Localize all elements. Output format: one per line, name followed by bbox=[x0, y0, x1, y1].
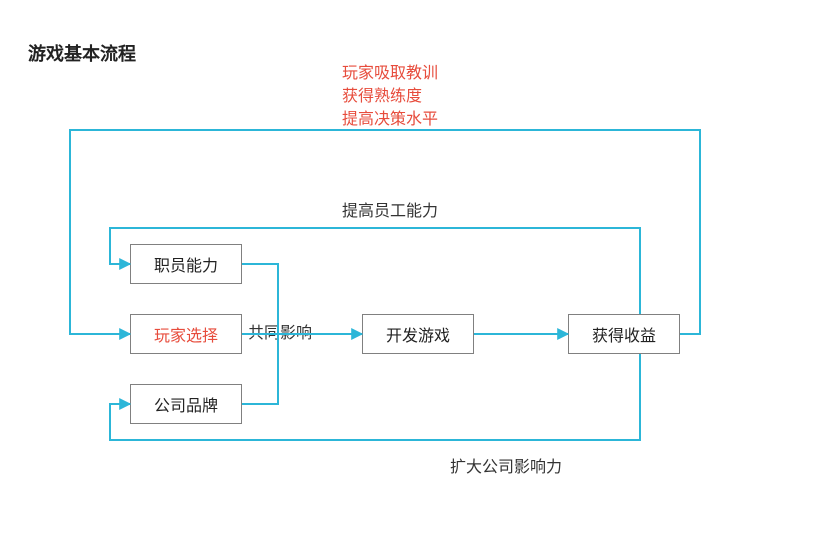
diagram-title: 游戏基本流程 bbox=[28, 40, 136, 66]
label-expand-brand: 扩大公司影响力 bbox=[450, 456, 562, 479]
node-company-brand-label: 公司品牌 bbox=[154, 392, 218, 416]
node-staff-ability: 职员能力 bbox=[130, 244, 242, 284]
node-player-choice: 玩家选择 bbox=[130, 314, 242, 354]
node-company-brand: 公司品牌 bbox=[130, 384, 242, 424]
node-revenue-label: 获得收益 bbox=[592, 322, 656, 346]
label-top-red: 玩家吸取教训 获得熟练度 提高决策水平 bbox=[342, 62, 438, 132]
node-revenue: 获得收益 bbox=[568, 314, 680, 354]
diagram-canvas: 游戏基本流程 职员能力 玩家选择 公司品牌 开发游戏 获得收益 玩家吸取教训 获… bbox=[0, 0, 830, 534]
node-staff-ability-label: 职员能力 bbox=[154, 252, 218, 276]
node-player-choice-label: 玩家选择 bbox=[154, 322, 218, 346]
edge-rev-to-player bbox=[70, 130, 700, 334]
label-improve-staff: 提高员工能力 bbox=[342, 200, 438, 223]
node-develop-game: 开发游戏 bbox=[362, 314, 474, 354]
node-develop-game-label: 开发游戏 bbox=[386, 322, 450, 346]
label-joint-influence: 共同影响 bbox=[248, 322, 312, 345]
